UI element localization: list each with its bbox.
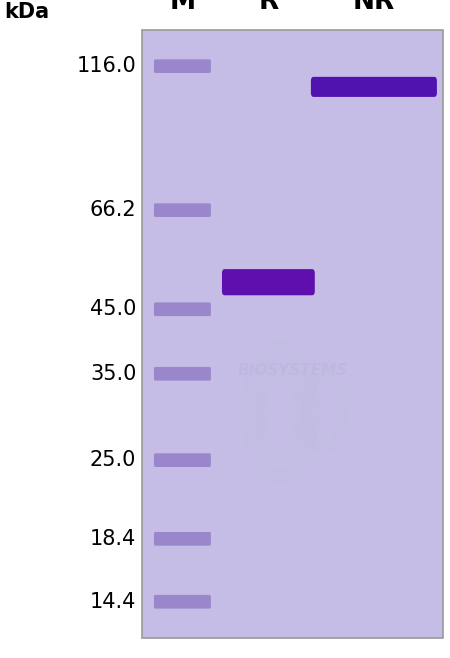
Text: 66.2: 66.2 (90, 200, 136, 220)
FancyBboxPatch shape (154, 59, 211, 73)
FancyBboxPatch shape (154, 203, 211, 217)
Text: 18.4: 18.4 (90, 529, 136, 549)
Text: 14.4: 14.4 (90, 592, 136, 612)
Text: 25.0: 25.0 (90, 450, 136, 470)
Text: NR: NR (353, 0, 395, 15)
Text: R: R (258, 0, 279, 15)
Text: kDa: kDa (4, 2, 50, 22)
Text: 35.0: 35.0 (90, 364, 136, 384)
FancyBboxPatch shape (154, 532, 211, 545)
FancyBboxPatch shape (154, 595, 211, 609)
Text: 45.0: 45.0 (90, 299, 136, 319)
Text: BIOSYSTEMS: BIOSYSTEMS (238, 363, 347, 378)
Text: M: M (169, 0, 195, 15)
FancyBboxPatch shape (154, 453, 211, 467)
FancyBboxPatch shape (222, 269, 315, 295)
FancyBboxPatch shape (311, 77, 437, 97)
Text: 116.0: 116.0 (76, 56, 136, 76)
Bar (142, 30, 443, 638)
FancyBboxPatch shape (154, 367, 211, 380)
FancyBboxPatch shape (154, 303, 211, 316)
